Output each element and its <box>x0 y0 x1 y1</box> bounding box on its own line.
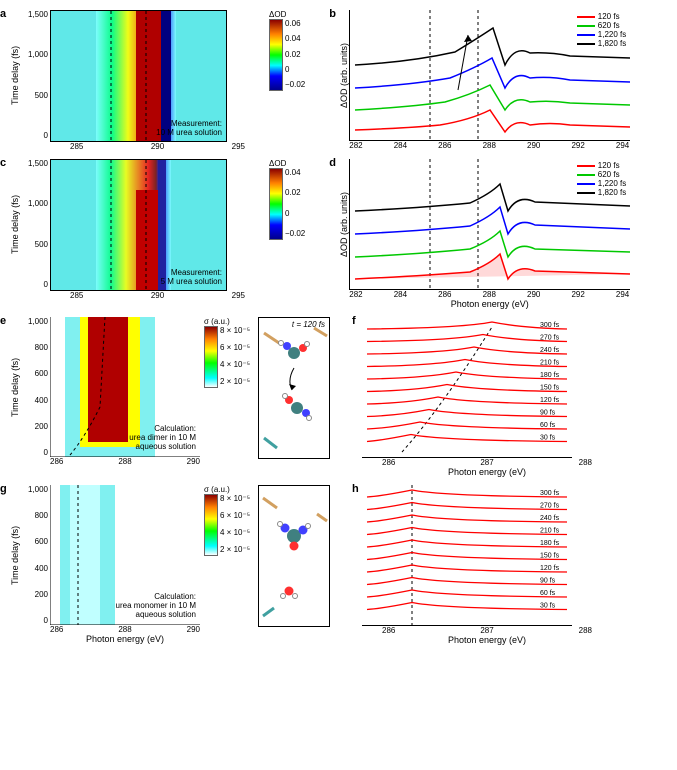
panel-d-chart: 120 fs 620 fs 1,220 fs 1,820 fs <box>349 159 630 290</box>
panel-b-label: b <box>329 8 336 20</box>
panel-h-label: h <box>352 483 359 495</box>
svg-text:120 fs: 120 fs <box>540 565 560 572</box>
panel-g-molecule <box>258 485 330 627</box>
panel-c-cbar-label: ΔOD <box>269 159 307 168</box>
panel-a-cbar-ticks: 0.06 0.04 0.02 0 −0.02 <box>283 19 307 89</box>
panel-a-ylabel: Time delay (fs) <box>10 10 20 140</box>
svg-text:240 fs: 240 fs <box>540 515 560 522</box>
panel-h-chart: 300 fs 270 fs 240 fs 210 fs 180 fs 150 fs 120 … <box>362 485 572 626</box>
panel-e-heatmap: Calculation: urea dimer in 10 M aqueous … <box>50 317 200 457</box>
panel-a: a Time delay (fs) 1,500 1,000 500 0 <box>10 10 307 151</box>
panel-c-colorbar <box>269 168 283 240</box>
svg-text:210 fs: 210 fs <box>540 528 560 535</box>
legend-swatch <box>577 43 595 45</box>
svg-text:30 fs: 30 fs <box>540 603 556 610</box>
panel-h-xlabel: Photon energy (eV) <box>362 635 612 645</box>
panel-h-xticks: 286287288 <box>362 626 612 635</box>
panel-g-cbar-label: σ (a.u.) <box>204 485 252 494</box>
panel-e-molecule: t = 120 fs <box>258 317 330 459</box>
panel-f-xlabel: Photon energy (eV) <box>362 467 612 477</box>
panel-g-annot: Calculation: urea monomer in 10 M aqueou… <box>116 592 196 619</box>
panel-g: g Time delay (fs) 1,000800 600400 2000 C… <box>10 485 330 645</box>
panel-g-ylabel: Time delay (fs) <box>10 485 20 625</box>
svg-text:270 fs: 270 fs <box>540 335 560 342</box>
panel-g-heatmap: Calculation: urea monomer in 10 M aqueou… <box>50 485 200 625</box>
panel-a-annot: Measurement: 10 M urea solution <box>156 119 222 137</box>
panel-g-label: g <box>0 483 7 495</box>
panel-b-xticks: 282284 286288 290292 294 <box>349 141 629 150</box>
panel-e-xticks: 286288290 <box>50 457 200 466</box>
svg-text:120 fs: 120 fs <box>540 397 560 404</box>
panel-c-annot: Measurement: 5 M urea solution <box>161 268 222 286</box>
panel-c: c Time delay (fs) 1,5001,000 5000 Measur… <box>10 159 307 309</box>
svg-text:180 fs: 180 fs <box>540 540 560 547</box>
panel-f: f 300 fs270 fs240 fs210 fs180 fs150 fs12… <box>362 317 612 477</box>
panel-d-legend: 120 fs 620 fs 1,220 fs 1,820 fs <box>577 161 626 197</box>
panel-g-cbar-ticks: 8 × 10⁻⁵6 × 10⁻⁵ 4 × 10⁻⁵2 × 10⁻⁵ <box>218 494 252 554</box>
panel-d-ylabel: ΔOD (arb. units) <box>339 159 349 289</box>
panel-h: h 300 fs270 fs240 fs210 fs180 fs150 fs12… <box>362 485 612 645</box>
svg-text:150 fs: 150 fs <box>540 385 560 392</box>
svg-text:300 fs: 300 fs <box>540 490 560 497</box>
svg-text:270 fs: 270 fs <box>540 503 560 510</box>
panel-c-label: c <box>0 157 6 169</box>
panel-a-colorbar <box>269 19 283 91</box>
panel-b: b ΔOD (arb. units) 120 fs 620 fs 1,220 <box>339 10 630 151</box>
legend-swatch <box>577 34 595 36</box>
panel-g-xticks: 286288290 <box>50 625 200 634</box>
panel-e-label: e <box>0 315 6 327</box>
panel-e-annot: Calculation: urea dimer in 10 M aqueous … <box>129 424 196 451</box>
panel-a-cbar-label: ΔOD <box>269 10 307 19</box>
figure: a Time delay (fs) 1,500 1,000 500 0 <box>10 10 677 645</box>
panel-b-legend: 120 fs 620 fs 1,220 fs 1,820 fs <box>577 12 626 48</box>
mol-time-label: t = 120 fs <box>292 320 325 329</box>
panel-c-cbar-ticks: 0.040.02 0−0.02 <box>283 168 307 238</box>
panel-d-label: d <box>329 157 336 169</box>
panel-c-yticks: 1,5001,000 5000 <box>20 159 50 289</box>
svg-text:90 fs: 90 fs <box>540 410 556 417</box>
legend-swatch <box>577 25 595 27</box>
legend-swatch <box>577 16 595 18</box>
panel-f-xticks: 286287288 <box>362 458 612 467</box>
panel-e-ylabel: Time delay (fs) <box>10 317 20 457</box>
panel-c-ylabel: Time delay (fs) <box>10 159 20 289</box>
panel-g-xlabel: Photon energy (eV) <box>50 634 200 644</box>
panel-g-colorbar <box>204 494 218 556</box>
panel-a-heatmap: Measurement: 10 M urea solution <box>50 10 227 142</box>
panel-c-heatmap: Measurement: 5 M urea solution <box>50 159 227 291</box>
svg-text:90 fs: 90 fs <box>540 578 556 585</box>
panel-e-yticks: 1,000800 600400 2000 <box>20 317 50 457</box>
panel-b-ylabel: ΔOD (arb. units) <box>339 10 349 140</box>
panel-a-xticks: 285 290 295 <box>50 142 265 151</box>
panel-g-yticks: 1,000800 600400 2000 <box>20 485 50 625</box>
svg-text:210 fs: 210 fs <box>540 360 560 367</box>
panel-b-chart: 120 fs 620 fs 1,220 fs 1,820 fs <box>349 10 630 141</box>
panel-e: e Time delay (fs) 1,000800 600400 2000 C… <box>10 317 330 477</box>
panel-a-label: a <box>0 8 6 20</box>
panel-e-cbar-ticks: 8 × 10⁻⁵6 × 10⁻⁵ 4 × 10⁻⁵2 × 10⁻⁵ <box>218 326 252 386</box>
svg-text:300 fs: 300 fs <box>540 322 560 329</box>
svg-text:30 fs: 30 fs <box>540 435 556 442</box>
svg-text:60 fs: 60 fs <box>540 590 556 597</box>
panel-d-xlabel: Photon energy (eV) <box>349 299 630 309</box>
panel-f-label: f <box>352 315 356 327</box>
panel-d-xticks: 282284 286288 290292 294 <box>349 290 629 299</box>
svg-text:150 fs: 150 fs <box>540 553 560 560</box>
svg-text:180 fs: 180 fs <box>540 372 560 379</box>
panel-c-xticks: 285290295 <box>50 291 265 300</box>
svg-text:60 fs: 60 fs <box>540 422 556 429</box>
svg-text:240 fs: 240 fs <box>540 347 560 354</box>
panel-d: d ΔOD (arb. units) 120 fs 620 fs 1,220 f… <box>339 159 630 309</box>
panel-a-yticks: 1,500 1,000 500 0 <box>20 10 50 140</box>
panel-e-cbar-label: σ (a.u.) <box>204 317 252 326</box>
panel-f-chart: 300 fs 270 fs 240 fs 210 fs 180 fs 150 fs 120 … <box>362 317 572 458</box>
panel-e-colorbar <box>204 326 218 388</box>
